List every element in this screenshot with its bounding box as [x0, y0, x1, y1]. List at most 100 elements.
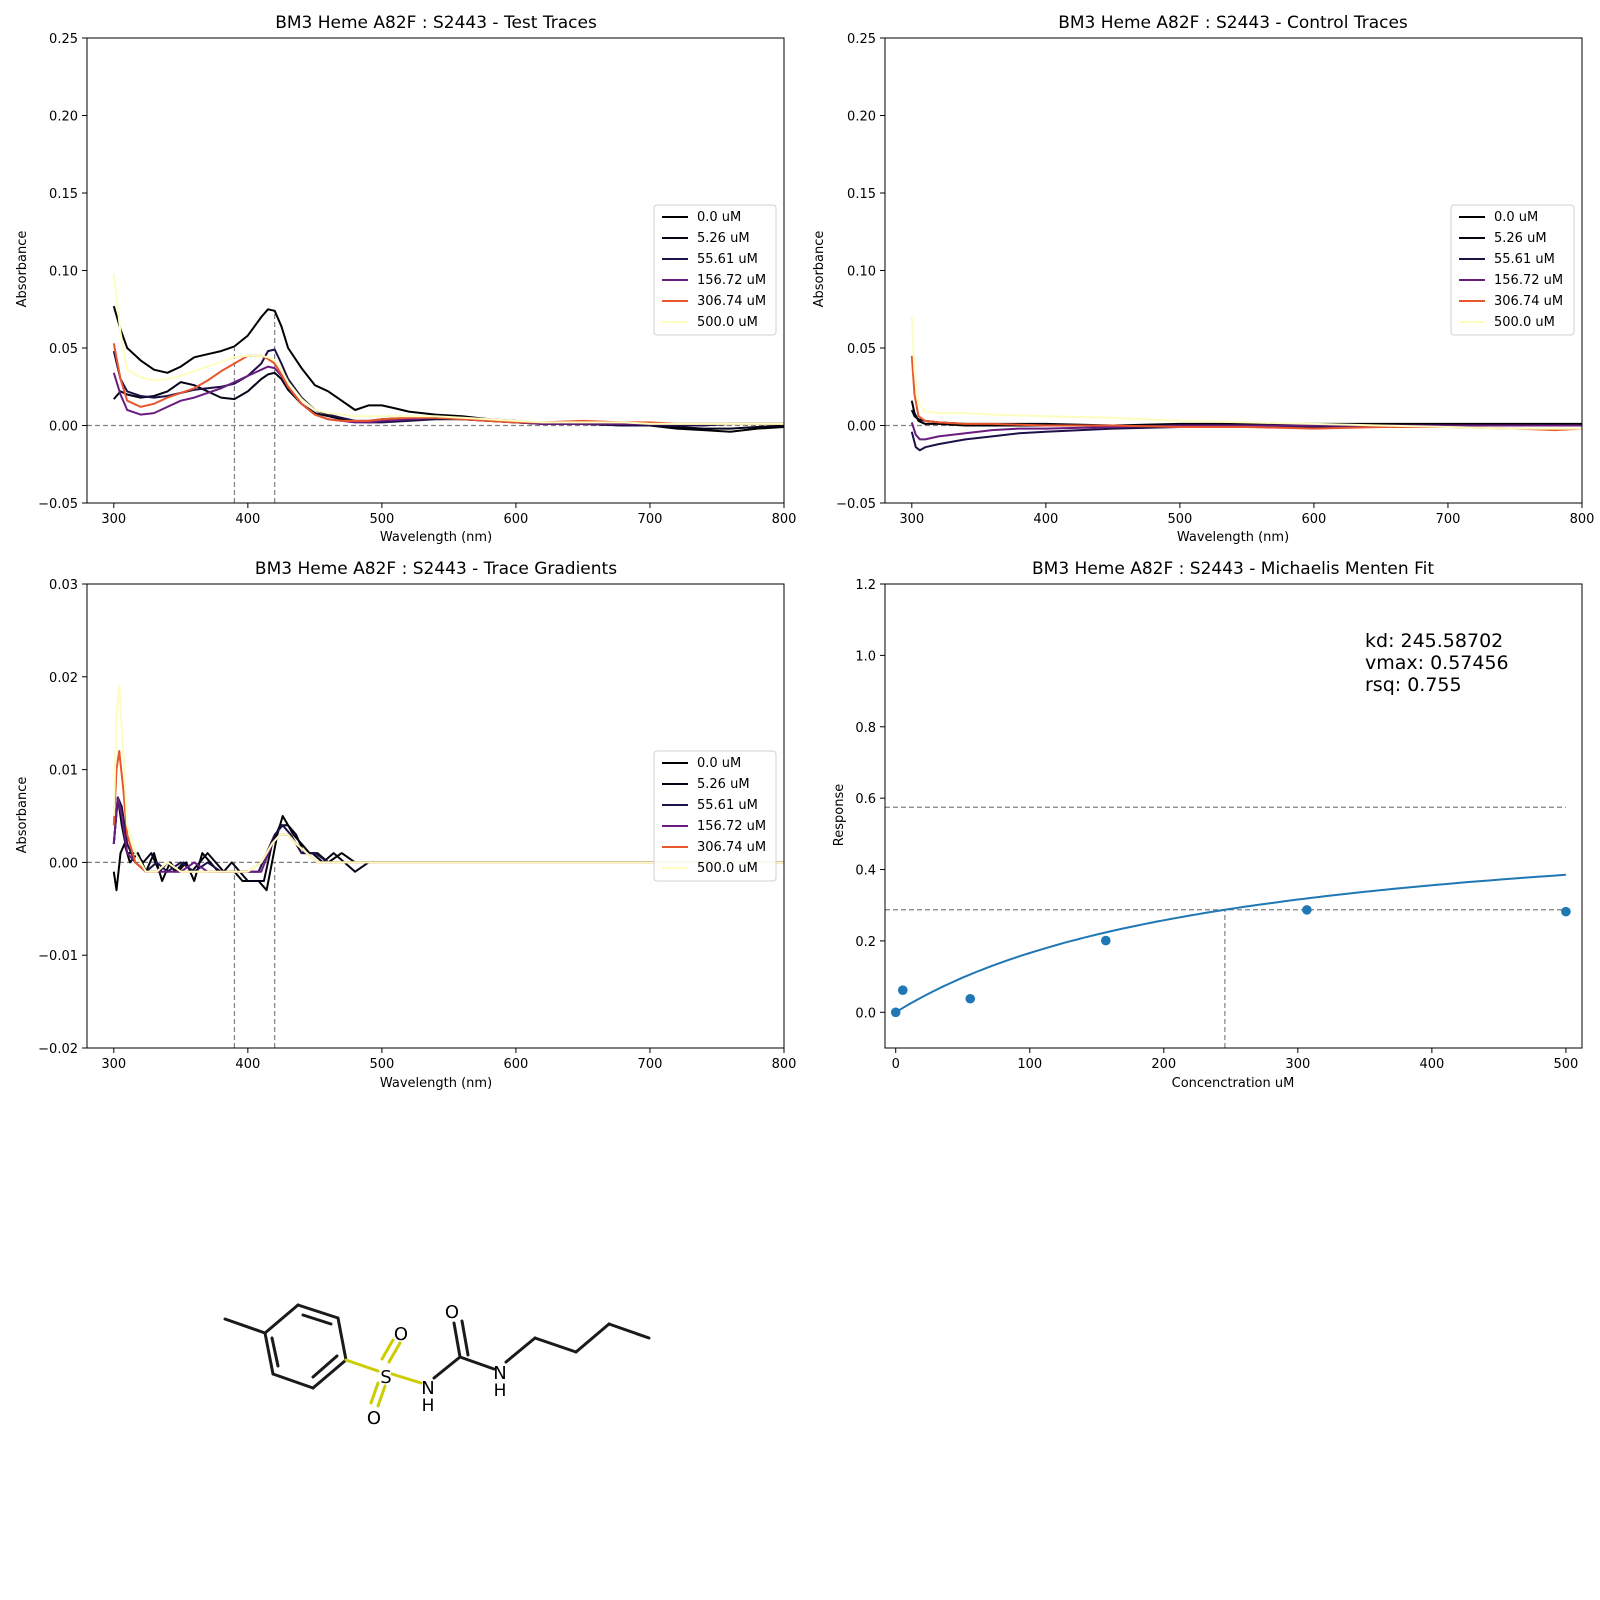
legend-label: 5.26 uM [697, 777, 750, 792]
y-tick-label: 1.0 [855, 649, 876, 664]
axes-frame [86, 583, 785, 1049]
y-tick-label: −0.02 [38, 1042, 78, 1057]
legend-label: 0.0 uM [1494, 210, 1538, 225]
bond [311, 1354, 339, 1379]
legend-label: 156.72 uM [697, 273, 766, 288]
x-tick-label: 300 [101, 1057, 126, 1072]
chart-title: BM3 Heme A82F : S2443 - Trace Gradients [255, 559, 617, 579]
x-tick-label: 400 [1033, 512, 1058, 527]
chart-title: BM3 Heme A82F : S2443 - Michaelis Menten… [1032, 559, 1434, 579]
y-tick-label: 0.05 [847, 342, 876, 357]
y-axis-label: Absorbance [15, 231, 30, 308]
annotation-rsq: rsq: 0.755 [1365, 674, 1462, 696]
x-axis-label: Wavelength (nm) [380, 530, 492, 545]
bond [387, 1341, 402, 1364]
legend-label: 5.26 uM [1494, 231, 1547, 246]
bond [458, 1355, 496, 1371]
legend-label: 500.0 uM [697, 861, 758, 876]
y-tick-label: 0.15 [847, 187, 876, 202]
axis-ticks: 300 400 500 600 700 800 −0.05 0.00 0.05 0.10 0.15 0… [38, 32, 796, 527]
plot-marks [885, 806, 1571, 1048]
y-tick-label: 0.25 [847, 32, 876, 47]
y-tick-label: 0.01 [49, 764, 78, 779]
bond [574, 1322, 611, 1354]
y-tick-label: 0.03 [49, 578, 78, 593]
y-tick-label: 0.10 [847, 265, 876, 280]
atom-label: O [367, 1408, 381, 1429]
bond [336, 1316, 348, 1362]
fit-curve [895, 873, 1566, 1014]
legend: 0.0 uM 5.26 uM 55.61 uM 156.72 uM 306.74… [653, 204, 777, 336]
legend: 0.0 uM 5.26 uM 55.61 uM 156.72 uM 306.74… [1450, 204, 1575, 336]
chart-title: BM3 Heme A82F : S2443 - Control Traces [1058, 13, 1408, 33]
legend-label: 0.0 uM [697, 756, 741, 771]
y-axis-label: Absorbance [15, 777, 30, 854]
x-tick-label: 600 [504, 1057, 529, 1072]
y-tick-label: 0.4 [855, 864, 876, 879]
y-tick-label: 0.6 [855, 792, 876, 807]
legend-label: 0.0 uM [697, 210, 741, 225]
x-tick-label: 100 [1017, 1057, 1042, 1072]
y-tick-label: 0.15 [49, 187, 78, 202]
axis-ticks: 0 100 200 300 400 500 0.0 0.2 0.4 0.6 0.8 1.0 1.2 [855, 578, 1578, 1072]
bond [369, 1381, 380, 1405]
legend-label: 55.61 uM [697, 252, 758, 267]
bond [607, 1322, 651, 1340]
x-tick-label: 500 [369, 512, 394, 527]
y-tick-label: 0.00 [847, 420, 876, 435]
plot-marks [885, 316, 1582, 452]
x-tick-label: 500 [369, 1057, 394, 1072]
atom-label: H [422, 1396, 435, 1416]
control-traces-panel: BM3 Heme A82F : S2443 - Control Traces A… [812, 13, 1594, 545]
atom-label: N [493, 1363, 506, 1384]
legend-label: 55.61 uM [697, 798, 758, 813]
series-line-0-2 [112, 348, 784, 427]
legend-label: 306.74 uM [1494, 294, 1563, 309]
legend-label: 5.26 uM [697, 231, 750, 246]
y-tick-label: 0.00 [49, 420, 78, 435]
legend-label: 500.0 uM [697, 315, 758, 330]
series-line-0-4 [112, 343, 784, 425]
x-tick-label: 500 [1554, 1057, 1579, 1072]
atom-label: H [494, 1381, 507, 1401]
plot-area [885, 806, 1571, 1048]
bond [533, 1336, 578, 1354]
y-tick-label: 0.0 [855, 1006, 876, 1021]
series-line-0-5 [112, 273, 784, 425]
bond [263, 1303, 300, 1335]
y-tick-label: 0.25 [49, 32, 78, 47]
x-axis-label: Wavelength (nm) [1177, 530, 1289, 545]
chemical-structure: O O S O N H N H [223, 1302, 651, 1429]
axes-frame [884, 583, 1583, 1049]
legend-label: 306.74 uM [697, 294, 766, 309]
axis-ticks: 300 400 500 600 700 800 −0.05 0.00 0.05 0.10 0.15 0… [836, 32, 1594, 527]
legend: 0.0 uM 5.26 uM 55.61 uM 156.72 uM 306.74… [653, 750, 777, 882]
bond [432, 1355, 462, 1380]
bond [380, 1338, 395, 1361]
x-tick-label: 0 [892, 1057, 900, 1072]
y-tick-label: 0.02 [49, 671, 78, 686]
bond [460, 1319, 470, 1357]
data-point-3 [1100, 935, 1111, 946]
bond [452, 1321, 462, 1359]
legend-label: 55.61 uM [1494, 252, 1555, 267]
axis-ticks: 300 400 500 600 700 800 −0.02 −0.01 0.00 0.01 0.02… [38, 578, 796, 1072]
y-tick-label: 0.8 [855, 721, 876, 736]
x-tick-label: 800 [772, 1057, 797, 1072]
y-tick-label: 0.2 [855, 935, 876, 950]
annotation-kd: kd: 245.58702 [1365, 630, 1503, 652]
bond [296, 1303, 340, 1320]
x-tick-label: 600 [1302, 512, 1327, 527]
x-tick-label: 700 [638, 512, 663, 527]
bond [263, 1331, 275, 1376]
x-tick-label: 400 [235, 1057, 260, 1072]
trace-gradients-panel: BM3 Heme A82F : S2443 - Trace Gradients … [15, 559, 796, 1091]
y-tick-label: 0.00 [49, 856, 78, 871]
series-line-1-4 [910, 355, 1582, 432]
x-tick-label: 300 [101, 512, 126, 527]
legend-label: 156.72 uM [1494, 273, 1563, 288]
x-tick-label: 300 [899, 512, 924, 527]
data-point-2 [965, 993, 976, 1004]
data-point-0 [890, 1007, 901, 1018]
